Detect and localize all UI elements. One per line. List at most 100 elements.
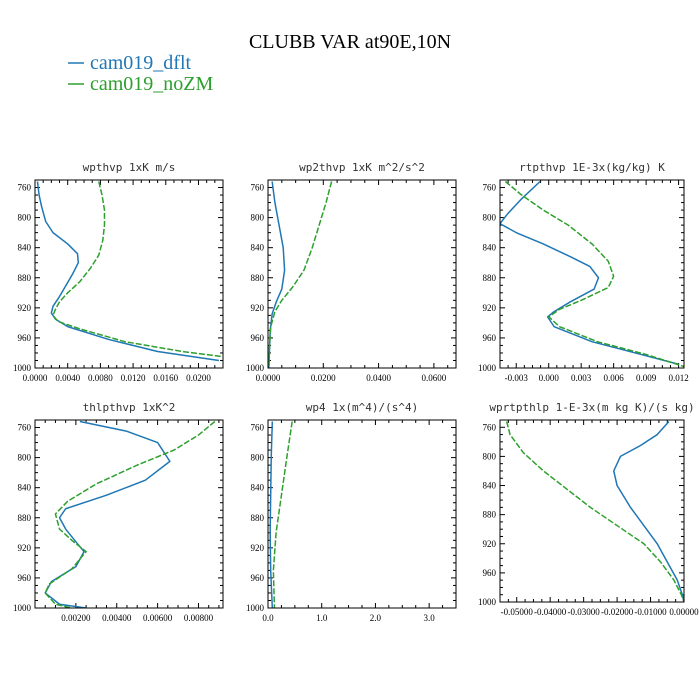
- y-tick-label: 840: [251, 243, 265, 253]
- y-tick-label: 880: [18, 273, 32, 283]
- y-tick-label: 960: [483, 568, 497, 578]
- y-tick-label: 760: [483, 183, 497, 193]
- y-tick-label: 880: [251, 273, 265, 283]
- legend: cam019_dflt cam019_noZM: [68, 52, 214, 95]
- x-tick-label: 0.009: [636, 373, 657, 383]
- panel-3: rtpthvp 1E-3x(kg/kg) K 760 800 840 880 920 960…: [478, 161, 689, 383]
- x-tick-label: -0.003: [505, 373, 529, 383]
- series-line-cam019_dflt: [268, 181, 286, 368]
- y-tick-label: 840: [18, 483, 32, 493]
- panel-4: thlpthvp 1xK^2 760 800 840 880 920 960 1000 0.00…: [13, 401, 224, 623]
- x-tick-label: 0.00800: [184, 613, 214, 623]
- y-tick-label: 880: [18, 513, 32, 523]
- x-tick-label: 0.00000: [669, 607, 699, 617]
- y-tick-label: 880: [483, 510, 497, 520]
- panel-5: wp4 1x(m^4)/(s^4) 760 800 840 880 920 960 10000…: [246, 401, 457, 623]
- x-tick-label: 0.0000: [23, 373, 48, 383]
- series-line-cam019_dflt: [269, 421, 274, 608]
- y-tick-label: 800: [251, 213, 265, 223]
- y-tick-label: 840: [251, 483, 265, 493]
- y-tick-label: 920: [18, 303, 32, 313]
- y-tick-label: 840: [483, 481, 497, 491]
- axes-frame: [267, 419, 457, 609]
- axes-frame: [34, 419, 224, 609]
- x-tick-label: 0.0120: [121, 373, 146, 383]
- series-line-cam019_noZM: [268, 181, 333, 368]
- x-tick-label: 0.0040: [55, 373, 80, 383]
- x-tick-label: 3.0: [424, 613, 436, 623]
- y-tick-label: 960: [251, 333, 265, 343]
- panel-title: wp2thvp 1xK m^2/s^2: [299, 161, 425, 174]
- y-tick-label: 800: [483, 213, 497, 223]
- y-tick-label: 840: [483, 243, 497, 253]
- panel-6: wprtpthlp 1-E-3x(m kg K)/(s kg) 760 800 840…: [478, 401, 699, 617]
- panel-title: thlpthvp 1xK^2: [83, 401, 176, 414]
- panel-title: wprtpthlp 1-E-3x(m kg K)/(s kg): [489, 401, 694, 414]
- axes-frame: [499, 179, 685, 369]
- y-tick-label: 760: [483, 422, 497, 432]
- x-tick-label: 0.0200: [186, 373, 211, 383]
- y-tick-label: 920: [251, 543, 265, 553]
- axes-frame: [499, 419, 685, 603]
- y-tick-label: 760: [18, 183, 32, 193]
- panel-grid: wpthvp 1xK m/s76080084088092096010000.00…: [13, 161, 699, 623]
- legend-label-nozm: cam019_noZM: [90, 73, 214, 95]
- y-tick-label: 880: [483, 273, 497, 283]
- legend-label-dflt: cam019_dflt: [90, 52, 192, 74]
- y-tick-label: 920: [18, 543, 32, 553]
- x-tick-label: -0.02000: [601, 607, 634, 617]
- y-tick-label: 800: [483, 451, 497, 461]
- y-tick-label: 800: [18, 453, 32, 463]
- x-tick-label: 2.0: [370, 613, 382, 623]
- x-tick-label: 0.006: [604, 373, 625, 383]
- series-line-cam019_dflt: [613, 420, 684, 602]
- y-tick-label: 1000: [13, 603, 32, 613]
- series-line-cam019_noZM: [52, 181, 223, 358]
- x-tick-label: 0.0160: [153, 373, 178, 383]
- x-tick-label: 0.0000: [256, 373, 281, 383]
- y-tick-label: 840: [18, 243, 32, 253]
- panel-title: wpthvp 1xK m/s: [83, 161, 176, 174]
- panel-title: wp4 1x(m^4)/(s^4): [306, 401, 419, 414]
- x-tick-label: 0.00200: [61, 613, 91, 623]
- y-tick-label: 760: [251, 423, 265, 433]
- axes-frame: [267, 179, 457, 369]
- x-tick-label: 0.0: [262, 613, 274, 623]
- y-tick-label: 760: [251, 183, 265, 193]
- x-tick-label: -0.04000: [534, 607, 567, 617]
- y-tick-label: 1000: [478, 597, 497, 607]
- series-line-cam019_dflt: [44, 420, 171, 608]
- x-tick-label: -0.01000: [634, 607, 667, 617]
- x-tick-label: -0.05000: [501, 607, 534, 617]
- series-line-cam019_noZM: [44, 420, 216, 608]
- y-tick-label: 960: [251, 573, 265, 583]
- x-tick-label: 0.00600: [143, 613, 173, 623]
- y-tick-label: 920: [483, 539, 497, 549]
- x-tick-label: 0.00400: [102, 613, 132, 623]
- x-tick-label: 0.003: [571, 373, 592, 383]
- x-tick-label: 1.0: [316, 613, 328, 623]
- series-line-cam019_dflt: [36, 181, 220, 362]
- x-tick-label: 0.0080: [88, 373, 113, 383]
- x-tick-label: 0.000: [539, 373, 560, 383]
- x-tick-label: 0.0400: [366, 373, 391, 383]
- y-tick-label: 920: [483, 303, 497, 313]
- y-tick-label: 960: [18, 573, 32, 583]
- y-tick-label: 960: [483, 333, 497, 343]
- y-tick-label: 1000: [246, 603, 265, 613]
- y-tick-label: 1000: [13, 363, 32, 373]
- x-tick-label: -0.03000: [568, 607, 601, 617]
- panel-2: wp2thvp 1xK m^2/s^2 760 800 840 880 920 960 100…: [246, 161, 457, 383]
- x-tick-label: 0.012: [668, 373, 688, 383]
- y-tick-label: 1000: [478, 363, 497, 373]
- series-line-cam019_noZM: [505, 421, 684, 602]
- y-tick-label: 920: [251, 303, 265, 313]
- y-tick-label: 760: [18, 423, 32, 433]
- series-line-cam019_noZM: [504, 180, 684, 368]
- y-tick-label: 880: [251, 513, 265, 523]
- y-tick-label: 1000: [246, 363, 265, 373]
- series-line-cam019_noZM: [272, 421, 293, 608]
- figure-title: CLUBB VAR at90E,10N: [249, 31, 451, 53]
- series-line-cam019_dflt: [500, 180, 679, 365]
